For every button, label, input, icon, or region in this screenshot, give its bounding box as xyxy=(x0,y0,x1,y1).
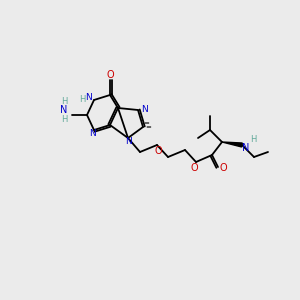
Text: =: = xyxy=(145,124,151,130)
Text: H: H xyxy=(61,98,67,106)
Text: O: O xyxy=(106,70,114,80)
Text: H: H xyxy=(61,116,67,124)
Text: N: N xyxy=(85,94,92,103)
Text: H: H xyxy=(79,94,85,103)
Text: N: N xyxy=(141,104,147,113)
Text: N: N xyxy=(60,105,68,115)
Polygon shape xyxy=(222,142,242,147)
Text: O: O xyxy=(154,146,162,156)
Text: N: N xyxy=(242,143,250,153)
Text: H: H xyxy=(250,136,256,145)
Text: O: O xyxy=(219,163,227,173)
Text: N: N xyxy=(124,137,131,146)
Text: N: N xyxy=(88,128,95,137)
Text: O: O xyxy=(190,163,198,173)
Text: =: = xyxy=(143,120,149,126)
